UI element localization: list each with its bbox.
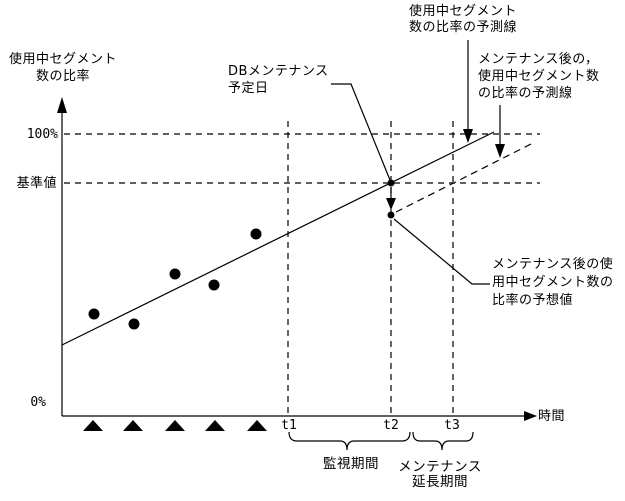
prediction-trend-line bbox=[61, 131, 495, 346]
callout-prediction-line-line2: 数の比率の予測線 bbox=[409, 20, 518, 35]
time-marker-triangle-icon bbox=[247, 420, 267, 431]
callout-expected-value-line3: 比率の予想値 bbox=[492, 293, 574, 308]
callout-db-maintenance-line1: DBメンテナンス bbox=[228, 64, 329, 79]
callout-db-maintenance: DBメンテナンス 予定日 bbox=[228, 63, 329, 97]
expected-value-dot bbox=[387, 211, 395, 219]
post-maintenance-arrowhead-icon bbox=[495, 144, 505, 158]
time-marker-triangle-icon bbox=[205, 420, 225, 431]
baseline-intersection-dot bbox=[387, 179, 395, 187]
y-axis-title-line1: 使用中セグメント bbox=[8, 52, 117, 67]
callout-post-maintenance-prediction-line: メンテナンス後の， 使用中セグメント数 の比率の予測線 bbox=[478, 51, 600, 102]
time-marker-triangle-icon bbox=[165, 420, 185, 431]
callout-prediction-line: 使用中セグメント 数の比率の予測線 bbox=[409, 4, 517, 36]
y-axis-title-line2: 数の比率 bbox=[35, 69, 90, 84]
x-axis-arrowhead-icon bbox=[524, 411, 537, 421]
extension-period-brace bbox=[412, 431, 474, 451]
y-axis-arrowhead-icon bbox=[57, 97, 67, 113]
callout-expected-value-line2: 用中セグメント数の bbox=[492, 275, 614, 290]
y-axis-title: 使用中セグメント 数の比率 bbox=[6, 51, 120, 85]
drop-arrowhead-icon bbox=[386, 198, 396, 210]
extension-period-line1: メンテナンス bbox=[398, 459, 482, 475]
x-tick-t1: t1 bbox=[281, 418, 297, 433]
callout-post-maintenance-line2: 使用中セグメント数 bbox=[478, 69, 600, 84]
callout-db-maintenance-line2: 予定日 bbox=[228, 81, 269, 96]
post-maintenance-prediction-dashed-line bbox=[395, 142, 534, 213]
x-axis-label: 時間 bbox=[538, 409, 566, 424]
x-tick-t2: t2 bbox=[383, 418, 399, 433]
y-tick-baseline: 基準値 bbox=[16, 176, 57, 191]
callout-post-maintenance-line3: の比率の予測線 bbox=[478, 86, 573, 101]
expected-value-leader-line bbox=[393, 218, 490, 285]
time-marker-triangle-icon bbox=[83, 420, 103, 431]
time-marker-triangle-icon bbox=[123, 420, 143, 431]
y-tick-100-percent: 100% bbox=[26, 127, 58, 142]
monitoring-period-brace bbox=[288, 431, 411, 451]
callout-post-maintenance-expected-value: メンテナンス後の使 用中セグメント数の 比率の予想値 bbox=[492, 256, 614, 310]
x-tick-t3: t3 bbox=[444, 418, 460, 433]
y-tick-0-percent: 0% bbox=[30, 395, 46, 410]
callout-post-maintenance-line1: メンテナンス後の， bbox=[478, 52, 599, 67]
maintenance-extension-period-label: メンテナンス 延長期間 bbox=[380, 460, 500, 490]
callout-prediction-line-line1: 使用中セグメント bbox=[409, 4, 518, 19]
db-maintenance-leader-line bbox=[331, 83, 391, 181]
data-point bbox=[208, 279, 220, 291]
data-point bbox=[128, 318, 140, 330]
data-point bbox=[88, 308, 100, 320]
data-point bbox=[250, 228, 262, 240]
monitoring-period-label: 監視期間 bbox=[323, 456, 379, 472]
prediction-line-arrowhead-icon bbox=[463, 129, 473, 143]
data-point bbox=[169, 268, 181, 280]
callout-expected-value-line1: メンテナンス後の使 bbox=[492, 257, 614, 272]
extension-period-line2: 延長期間 bbox=[412, 474, 468, 490]
